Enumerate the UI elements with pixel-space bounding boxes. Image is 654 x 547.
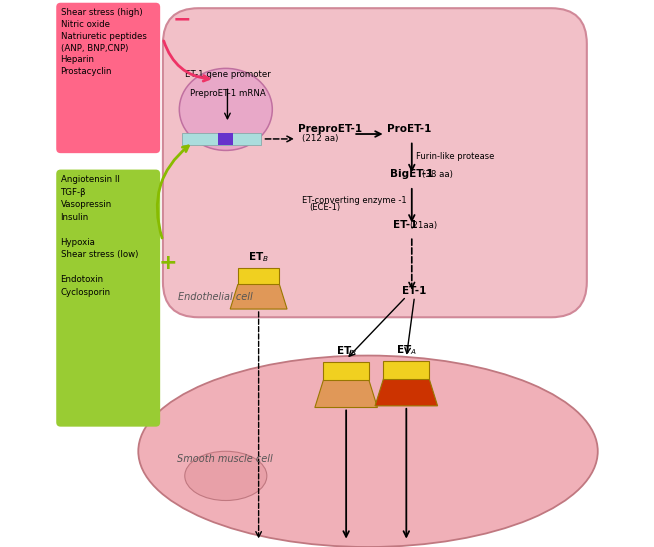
Text: (38 aa): (38 aa) bbox=[422, 171, 453, 179]
Bar bbox=[218, 133, 233, 145]
Text: PreproET-1 mRNA: PreproET-1 mRNA bbox=[190, 90, 266, 98]
Text: (212 aa): (212 aa) bbox=[302, 134, 339, 143]
Text: ET-1 gene promoter: ET-1 gene promoter bbox=[184, 71, 270, 79]
Text: ET-1: ET-1 bbox=[402, 287, 427, 296]
Polygon shape bbox=[230, 284, 287, 309]
FancyBboxPatch shape bbox=[56, 3, 160, 153]
Text: ProET-1: ProET-1 bbox=[387, 124, 432, 134]
Ellipse shape bbox=[179, 68, 272, 150]
Text: −: − bbox=[173, 9, 192, 29]
Polygon shape bbox=[315, 381, 377, 408]
Text: Endothelial cell: Endothelial cell bbox=[179, 292, 253, 302]
Text: (21aa): (21aa) bbox=[409, 221, 437, 230]
Ellipse shape bbox=[185, 451, 267, 501]
Ellipse shape bbox=[138, 356, 598, 547]
Text: ET$_B$: ET$_B$ bbox=[336, 345, 356, 358]
Text: +: + bbox=[159, 253, 178, 272]
Text: Angiotensin II
TGF-β
Vasopressin
Insulin

Hypoxia
Shear stress (low)

Endotoxin
: Angiotensin II TGF-β Vasopressin Insulin… bbox=[61, 175, 138, 296]
Text: ET-1: ET-1 bbox=[392, 220, 417, 230]
Bar bbox=[323, 362, 369, 381]
Text: ET$_A$: ET$_A$ bbox=[396, 343, 417, 357]
Text: ET$_B$: ET$_B$ bbox=[249, 251, 269, 264]
Text: (ECE-1): (ECE-1) bbox=[309, 203, 341, 212]
Bar bbox=[182, 133, 262, 145]
FancyBboxPatch shape bbox=[56, 170, 160, 427]
Text: Furin-like protease: Furin-like protease bbox=[415, 152, 494, 161]
Text: BigET-1: BigET-1 bbox=[390, 170, 434, 179]
Text: ET-converting enzyme -1: ET-converting enzyme -1 bbox=[302, 196, 407, 205]
Text: Smooth muscle cell: Smooth muscle cell bbox=[177, 454, 272, 464]
Text: PreproET-1: PreproET-1 bbox=[298, 124, 362, 134]
FancyBboxPatch shape bbox=[163, 8, 587, 317]
Text: Shear stress (high)
Nitric oxide
Natriuretic peptides
(ANP, BNP,CNP)
Heparin
Pro: Shear stress (high) Nitric oxide Natriur… bbox=[61, 8, 146, 76]
Polygon shape bbox=[375, 379, 438, 406]
Bar bbox=[238, 268, 279, 284]
Bar bbox=[383, 361, 429, 379]
